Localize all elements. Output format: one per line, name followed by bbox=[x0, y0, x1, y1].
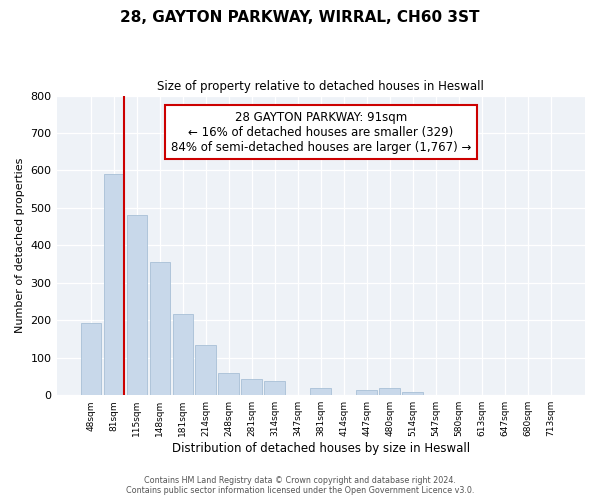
X-axis label: Distribution of detached houses by size in Heswall: Distribution of detached houses by size … bbox=[172, 442, 470, 455]
Bar bbox=[104, 174, 124, 395]
Bar bbox=[218, 372, 239, 395]
Title: Size of property relative to detached houses in Heswall: Size of property relative to detached ho… bbox=[157, 80, 484, 93]
Text: Contains HM Land Registry data © Crown copyright and database right 2024.
Contai: Contains HM Land Registry data © Crown c… bbox=[126, 476, 474, 495]
Bar bbox=[356, 390, 377, 395]
Text: 28 GAYTON PARKWAY: 91sqm
← 16% of detached houses are smaller (329)
84% of semi-: 28 GAYTON PARKWAY: 91sqm ← 16% of detach… bbox=[170, 110, 471, 154]
Bar bbox=[379, 388, 400, 395]
Bar bbox=[403, 392, 423, 395]
Bar bbox=[173, 314, 193, 395]
Bar bbox=[310, 388, 331, 395]
Bar bbox=[127, 216, 147, 395]
Y-axis label: Number of detached properties: Number of detached properties bbox=[15, 158, 25, 333]
Bar bbox=[265, 382, 285, 395]
Text: 28, GAYTON PARKWAY, WIRRAL, CH60 3ST: 28, GAYTON PARKWAY, WIRRAL, CH60 3ST bbox=[120, 10, 480, 25]
Bar bbox=[149, 262, 170, 395]
Bar bbox=[241, 378, 262, 395]
Bar bbox=[196, 346, 216, 395]
Bar bbox=[80, 323, 101, 395]
